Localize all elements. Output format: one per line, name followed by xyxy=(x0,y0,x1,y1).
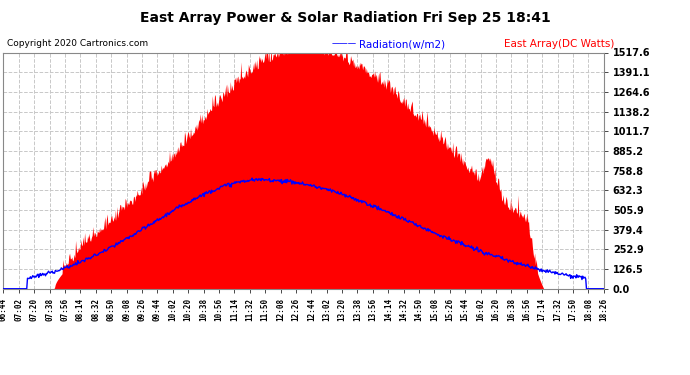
Text: East Array(DC Watts): East Array(DC Watts) xyxy=(504,39,614,50)
Text: East Array Power & Solar Radiation Fri Sep 25 18:41: East Array Power & Solar Radiation Fri S… xyxy=(139,11,551,25)
Text: Copyright 2020 Cartronics.com: Copyright 2020 Cartronics.com xyxy=(7,39,148,48)
Text: ———: ——— xyxy=(331,39,356,48)
Text: Radiation(w/m2): Radiation(w/m2) xyxy=(359,39,445,50)
